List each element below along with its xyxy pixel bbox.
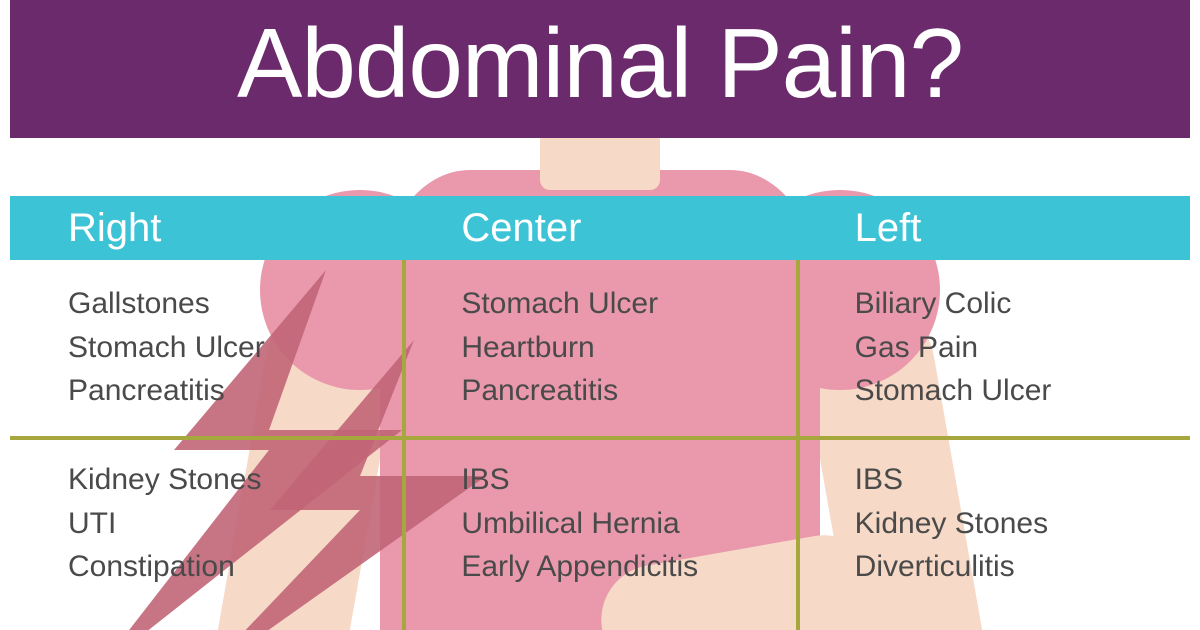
column-header-row: Right Center Left: [10, 196, 1190, 260]
symptom-item: UTI: [68, 502, 393, 546]
symptom-item: Biliary Colic: [855, 282, 1180, 326]
symptom-item: Diverticulitis: [855, 545, 1180, 589]
symptom-item: Pancreatitis: [461, 369, 786, 413]
symptom-grid: Gallstones Stomach Ulcer Pancreatitis St…: [10, 260, 1190, 630]
title-bar: Abdominal Pain?: [10, 0, 1190, 138]
cell-r1-c2: IBS Kidney Stones Diverticulitis: [797, 436, 1190, 630]
cell-r0-c1: Stomach Ulcer Heartburn Pancreatitis: [403, 260, 796, 436]
symptom-item: Kidney Stones: [68, 458, 393, 502]
symptom-item: Heartburn: [461, 326, 786, 370]
symptom-item: Pancreatitis: [68, 369, 393, 413]
symptom-item: Gas Pain: [855, 326, 1180, 370]
cell-r1-c1: IBS Umbilical Hernia Early Appendicitis: [403, 436, 796, 630]
column-header-center: Center: [403, 196, 796, 260]
infographic-stage: Abdominal Pain? Right Center Left Gallst…: [0, 0, 1200, 630]
page-title: Abdominal Pain?: [237, 7, 963, 120]
symptom-item: Umbilical Hernia: [461, 502, 786, 546]
symptom-item: Early Appendicitis: [461, 545, 786, 589]
column-header-right: Right: [10, 196, 403, 260]
cell-r0-c2: Biliary Colic Gas Pain Stomach Ulcer: [797, 260, 1190, 436]
column-header-left: Left: [797, 196, 1190, 260]
symptom-item: Gallstones: [68, 282, 393, 326]
symptom-item: IBS: [461, 458, 786, 502]
grid-cells: Gallstones Stomach Ulcer Pancreatitis St…: [10, 260, 1190, 630]
cell-r0-c0: Gallstones Stomach Ulcer Pancreatitis: [10, 260, 403, 436]
symptom-item: Stomach Ulcer: [461, 282, 786, 326]
symptom-item: Stomach Ulcer: [855, 369, 1180, 413]
symptom-item: IBS: [855, 458, 1180, 502]
cell-r1-c0: Kidney Stones UTI Constipation: [10, 436, 403, 630]
symptom-item: Constipation: [68, 545, 393, 589]
symptom-item: Stomach Ulcer: [68, 326, 393, 370]
symptom-item: Kidney Stones: [855, 502, 1180, 546]
